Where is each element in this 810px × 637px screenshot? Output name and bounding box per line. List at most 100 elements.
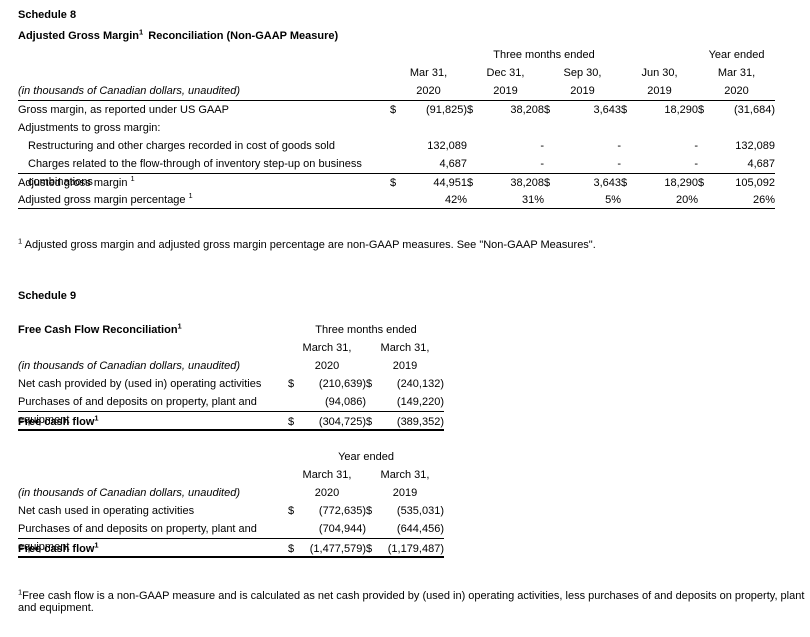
empty-cell	[621, 191, 639, 208]
currency-symbol: $	[366, 416, 373, 428]
table-header: Three months ended Year ended Mar 31, De…	[18, 46, 775, 101]
empty-cell	[467, 155, 485, 173]
column-header: March 31,	[302, 469, 352, 481]
empty-cell	[544, 155, 562, 173]
value-group: 4,687	[390, 155, 467, 173]
value-group: 26%	[698, 191, 775, 208]
cell-value: -	[540, 158, 544, 170]
cell-value: -	[617, 140, 621, 152]
empty-cell	[467, 137, 485, 155]
table-row-inventory-stepup: Charges related to the flow-through of i…	[18, 155, 775, 188]
row-label: Free cash flow1	[18, 539, 288, 556]
value-group: (644,456)	[366, 520, 444, 538]
value-group: $ (304,725)	[288, 412, 366, 429]
value-group: -	[467, 137, 544, 155]
currency-symbol: $	[621, 104, 628, 116]
schedule8-heading: Schedule 8	[18, 9, 77, 21]
schedule9-title-text: Free Cash Flow Reconciliation	[18, 324, 178, 336]
cell-value: -	[694, 158, 698, 170]
currency-symbol: $	[288, 378, 295, 390]
currency-symbol: $	[366, 543, 373, 555]
adjusted-gross-margin-table: Three months ended Year ended Mar 31, De…	[18, 46, 775, 209]
units-note: (in thousands of Canadian dollars, unaud…	[18, 487, 240, 499]
cell-value: 105,092	[735, 177, 775, 189]
row-label: Purchases of and deposits on property, p…	[18, 396, 257, 426]
spacer-cell	[18, 64, 390, 82]
year-header-row: (in thousands of Canadian dollars, unaud…	[18, 82, 775, 100]
empty-cell	[390, 191, 408, 208]
currency-symbol: $	[467, 104, 474, 116]
empty-cell	[390, 119, 408, 137]
table-row-operating-activities: Net cash provided by (used in) operating…	[18, 375, 444, 393]
column-header: Jun 30,	[641, 67, 678, 79]
cell-value: (149,220)	[396, 396, 444, 408]
value-group: 132,089	[390, 137, 467, 155]
column-header: March 31,	[302, 342, 352, 354]
empty-cell	[544, 137, 562, 155]
empty-cell	[621, 155, 639, 173]
empty-cell	[621, 137, 639, 155]
title-span-row: Free Cash Flow Reconciliation1 Three mon…	[18, 321, 444, 339]
currency-symbol: $	[698, 104, 705, 116]
value-group: 20%	[621, 191, 698, 208]
cell-value: (240,132)	[396, 378, 444, 390]
three-months-ended-header: Three months ended	[315, 324, 417, 336]
row-label: Adjustments to gross margin:	[18, 122, 161, 134]
empty-cell	[698, 137, 716, 155]
currency-symbol: $	[288, 416, 295, 428]
footnote-text: Adjusted gross margin and adjusted gross…	[22, 239, 596, 251]
schedule8-title: Adjusted Gross Margin1 Reconciliation (N…	[18, 27, 810, 43]
schedule8-title-text: Adjusted Gross Margin	[18, 30, 140, 42]
empty-cell	[467, 191, 485, 208]
value-group: $18,290	[621, 101, 698, 119]
value-group	[621, 119, 698, 137]
column-header: Mar 31,	[717, 67, 756, 79]
units-note: (in thousands of Canadian dollars, unaud…	[18, 360, 240, 372]
schedule8-title-footnote-marker: 1	[139, 27, 144, 37]
cell-value: (94,086)	[325, 396, 366, 408]
cell-value: (1,179,487)	[387, 543, 444, 555]
table-row-ppe-purchases: Purchases of and deposits on property, p…	[18, 393, 444, 426]
empty-cell	[562, 119, 621, 137]
row-label: Adjusted gross margin 1	[18, 174, 390, 191]
column-header: 2020	[416, 85, 441, 97]
empty-cell	[288, 393, 306, 411]
cell-value: 3,643	[593, 104, 621, 116]
value-group: $38,208	[467, 174, 544, 191]
value-group: $3,643	[544, 174, 621, 191]
empty-cell	[698, 191, 716, 208]
date-header-row: March 31, March 31,	[18, 339, 444, 357]
spacer-cell	[18, 339, 288, 357]
value-group: $105,092	[698, 174, 775, 191]
value-group: (94,086)	[288, 393, 366, 411]
value-group	[698, 119, 775, 137]
spacer-cell	[18, 448, 288, 466]
empty-cell	[408, 119, 467, 137]
row-label-text: Adjusted gross margin	[18, 177, 128, 189]
row-label-text: Free cash flow	[18, 416, 95, 428]
table-row-gross-margin: Gross margin, as reported under US GAAP …	[18, 101, 775, 119]
row-label: Purchases of and deposits on property, p…	[18, 523, 257, 553]
cell-value: (535,031)	[396, 505, 444, 517]
cell-value: (210,639)	[318, 378, 366, 390]
cell-value: 31%	[521, 194, 544, 206]
cell-value: 26%	[752, 194, 775, 206]
year-header-row: (in thousands of Canadian dollars, unaud…	[18, 357, 444, 375]
year-header-row: (in thousands of Canadian dollars, unaud…	[18, 484, 444, 502]
column-header: Mar 31,	[409, 67, 448, 79]
empty-cell	[544, 119, 562, 137]
value-group: $ (1,179,487)	[366, 539, 444, 556]
column-header: 2019	[647, 85, 672, 97]
column-header: 2019	[392, 360, 418, 372]
schedule9-heading: Schedule 9	[18, 290, 77, 302]
cell-value: (644,456)	[396, 523, 444, 535]
currency-symbol: $	[366, 378, 373, 390]
currency-symbol: $	[467, 177, 474, 189]
date-header-row: March 31, March 31,	[18, 466, 444, 484]
column-header: 2019	[570, 85, 595, 97]
cell-value: 132,089	[735, 140, 775, 152]
currency-symbol: $	[390, 104, 397, 116]
row-label: Net cash used in operating activities	[18, 505, 195, 517]
cell-value: 5%	[605, 194, 621, 206]
